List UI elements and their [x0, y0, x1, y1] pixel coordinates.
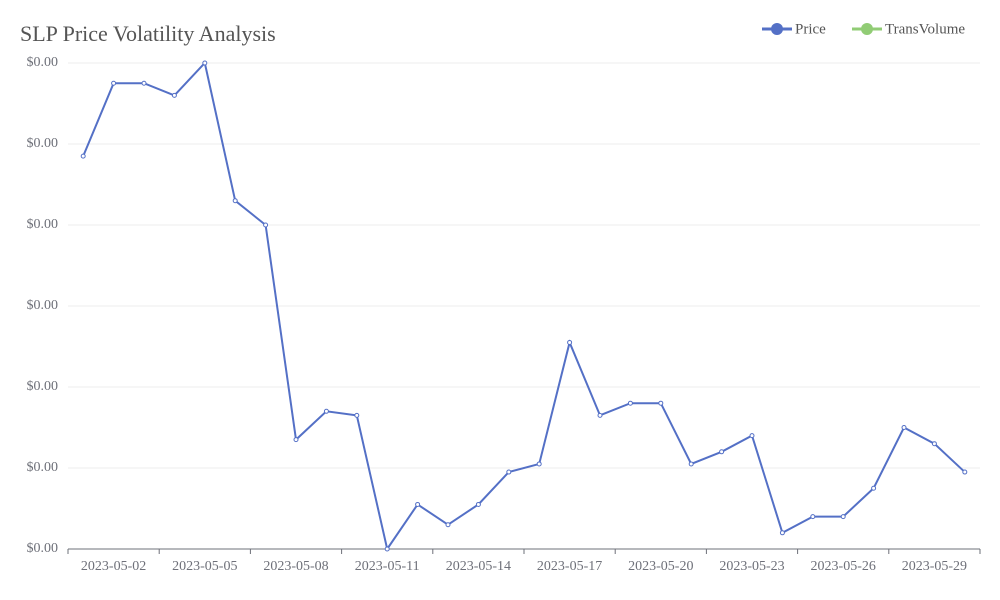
x-tick-label: 2023-05-14 — [446, 559, 511, 574]
y-tick-label: $0.00 — [27, 298, 59, 313]
y-tick-label: $0.00 — [27, 136, 59, 151]
point — [719, 449, 725, 455]
legend-marker — [771, 23, 783, 35]
point — [597, 412, 603, 418]
x-tick-label: 2023-05-20 — [628, 559, 693, 574]
x-tick-label: 2023-05-26 — [811, 559, 876, 574]
point — [293, 437, 299, 443]
legend-label: TransVolume — [885, 21, 965, 37]
x-tick-label: 2023-05-08 — [263, 559, 328, 574]
point — [506, 469, 512, 475]
point — [354, 412, 360, 418]
point — [567, 339, 573, 345]
point — [931, 441, 937, 447]
point — [384, 546, 390, 552]
x-tick-label: 2023-05-23 — [719, 559, 784, 574]
point — [475, 501, 481, 507]
chart-title: SLP Price Volatility Analysis — [20, 21, 276, 46]
point — [415, 501, 421, 507]
point — [80, 153, 86, 159]
x-tick-label: 2023-05-17 — [537, 559, 602, 574]
point — [141, 80, 147, 86]
point — [688, 461, 694, 467]
point — [263, 222, 269, 228]
y-tick-label: $0.00 — [27, 217, 59, 232]
point — [536, 461, 542, 467]
legend-marker — [861, 23, 873, 35]
y-tick-label: $0.00 — [27, 379, 59, 394]
point — [779, 530, 785, 536]
point — [658, 400, 664, 406]
price-line — [82, 60, 966, 552]
x-tick-label: 2023-05-29 — [902, 559, 967, 574]
point — [810, 514, 816, 520]
y-tick-label: $0.00 — [27, 460, 59, 475]
point — [323, 408, 329, 414]
point — [202, 60, 208, 66]
point — [171, 92, 177, 98]
x-tick-label: 2023-05-05 — [172, 559, 237, 574]
y-tick-label: $0.00 — [27, 55, 59, 70]
point — [749, 433, 755, 439]
point — [627, 400, 633, 406]
point — [111, 80, 117, 86]
point — [445, 522, 451, 528]
y-tick-label: $0.00 — [27, 541, 59, 556]
point — [901, 425, 907, 430]
x-tick-label: 2023-05-02 — [81, 559, 146, 574]
point — [232, 198, 238, 204]
x-tick-label: 2023-05-11 — [355, 559, 420, 574]
legend-label: Price — [795, 21, 826, 37]
point — [871, 485, 877, 491]
point — [840, 514, 846, 520]
point — [962, 469, 968, 475]
